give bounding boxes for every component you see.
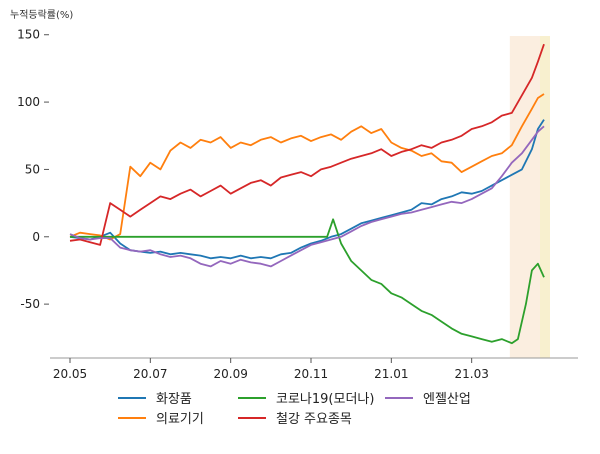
y-tick-label: 100	[17, 95, 40, 109]
x-tick-label: 21.03	[454, 367, 488, 381]
x-tick-label: 20.11	[294, 367, 328, 381]
x-tick-label: 21.01	[374, 367, 408, 381]
highlight-band-1	[539, 36, 550, 358]
legend-label: 의료기기	[156, 412, 204, 427]
y-tick-label: 150	[17, 28, 40, 42]
series-line-0	[69, 119, 545, 260]
legend-label: 화장품	[156, 392, 192, 407]
x-tick-label: 20.09	[213, 367, 247, 381]
series-lines	[69, 43, 545, 345]
y-tick-label: 50	[25, 162, 40, 176]
highlight-bands	[509, 36, 550, 358]
y-axis: 150 100 50 0 -50	[17, 28, 49, 311]
y-axis-label: 누적등락률(%)	[10, 9, 73, 21]
y-tick-label: 0	[32, 230, 40, 244]
series-line-2	[70, 218, 545, 345]
legend-label: 엔젤산업	[423, 392, 471, 407]
legend-label: 철강 주요종목	[276, 412, 352, 427]
y-tick-label: -50	[20, 297, 40, 311]
series-line-4	[69, 125, 545, 268]
x-axis: 20.05 20.07 20.09 20.11 21.01 21.03	[50, 357, 578, 381]
series-line-3	[69, 43, 545, 246]
x-tick-label: 20.05	[53, 367, 87, 381]
series-line-1	[69, 93, 545, 241]
legend-label: 코로나19(모더나)	[276, 392, 374, 407]
x-tick-label: 20.07	[133, 367, 167, 381]
